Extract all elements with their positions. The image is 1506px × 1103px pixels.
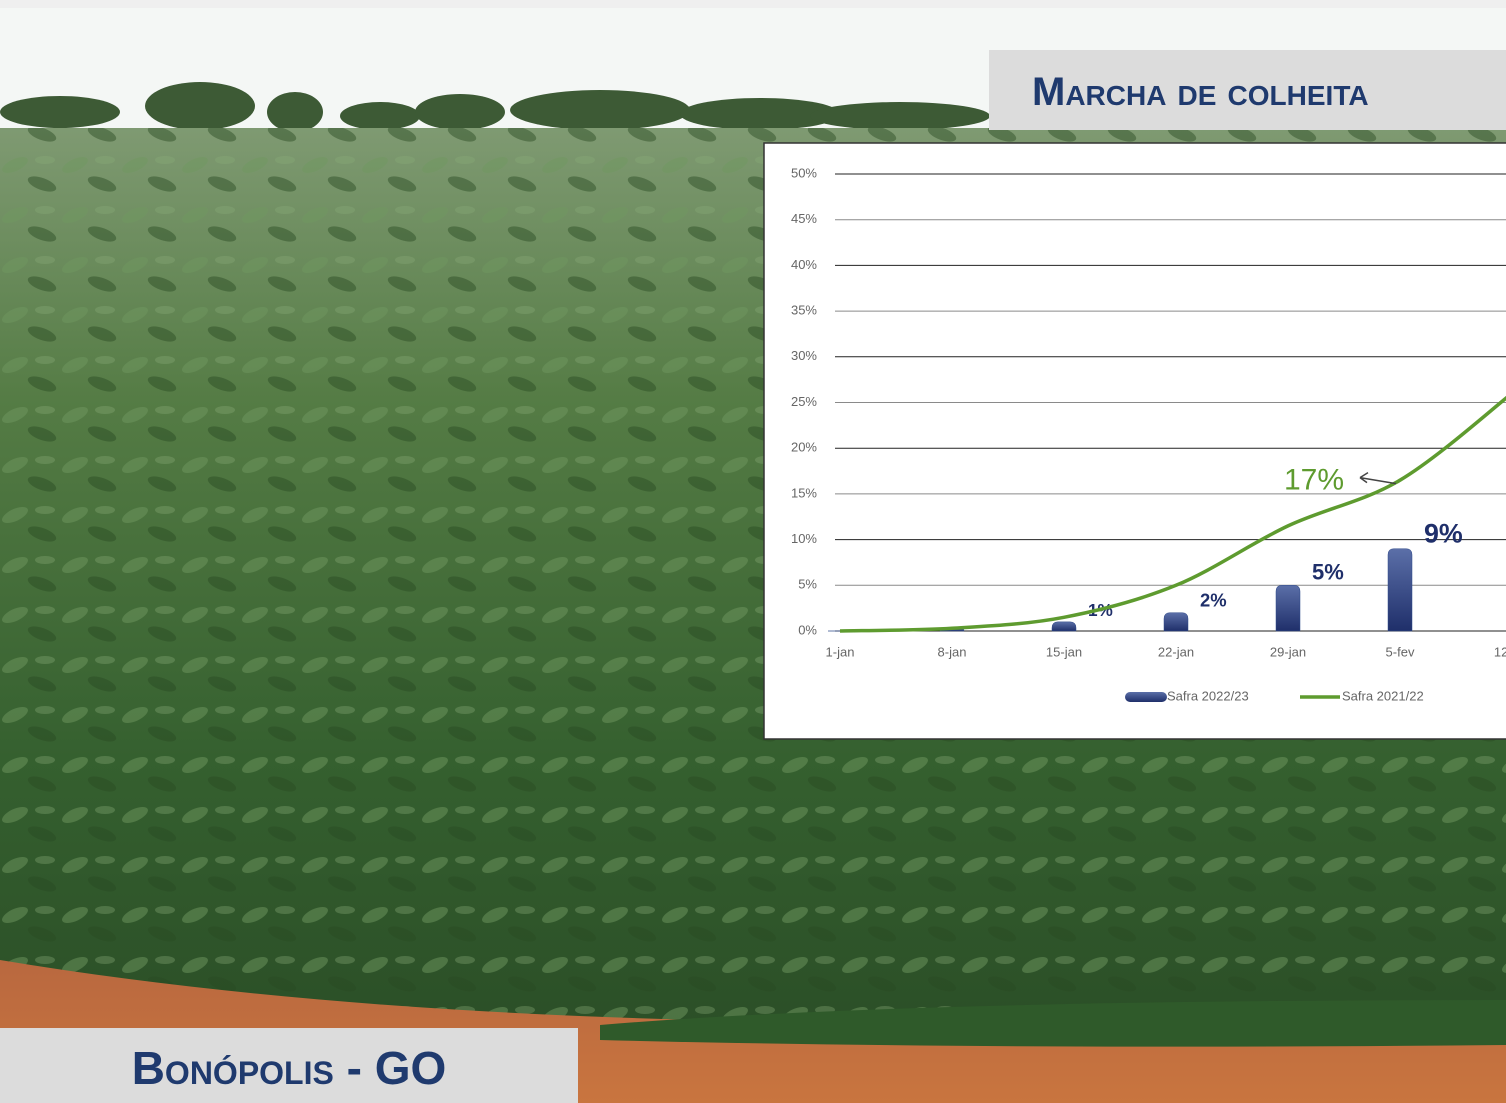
bar xyxy=(1275,585,1301,632)
location: Bonópolis - GO xyxy=(132,1042,447,1094)
y-tick-label: 25% xyxy=(791,394,817,409)
top-strip xyxy=(0,0,1506,8)
x-tick-label: 1-jan xyxy=(826,644,855,659)
chart: 0% 5% 10% 15% 20% 25% 30% 35% 40% 45% 50% 1-jan 8-ja… xyxy=(791,165,1506,703)
x-tick-label: 22-jan xyxy=(1158,644,1194,659)
y-tick-label: 35% xyxy=(791,303,817,318)
annotation-arrow xyxy=(1359,471,1397,485)
y-tick-label: 40% xyxy=(791,257,817,272)
y-tick-label: 10% xyxy=(791,531,817,546)
bar-label: 9% xyxy=(1424,519,1463,549)
location-box xyxy=(0,1028,578,1103)
legend-label: Safra 2021/22 xyxy=(1342,688,1424,703)
y-tick-label: 50% xyxy=(791,165,817,180)
title: Marcha de colheita xyxy=(1032,70,1369,114)
bar xyxy=(1387,548,1413,632)
x-tick-label: 29-jan xyxy=(1270,644,1306,659)
y-tick-label: 5% xyxy=(798,577,817,592)
x-tick-label: 5-fev xyxy=(1386,644,1415,659)
x-tick-label: 12-fev xyxy=(1494,644,1506,659)
line xyxy=(839,395,1506,633)
plants-front xyxy=(600,1000,1506,1047)
title-box xyxy=(989,50,1506,130)
legend-label: Safra 2022/23 xyxy=(1167,688,1249,703)
y-tick-label: 15% xyxy=(791,485,817,500)
x-tick-label: 8-jan xyxy=(938,644,967,659)
bar xyxy=(1051,621,1077,632)
tree-line xyxy=(0,82,990,132)
y-tick-label: 45% xyxy=(791,211,817,226)
bar-label: 5% xyxy=(1312,559,1344,584)
y-tick-label: 30% xyxy=(791,348,817,363)
y-tick-label: 0% xyxy=(798,622,817,637)
bar xyxy=(1163,612,1189,632)
bar-label: 2% xyxy=(1200,590,1227,611)
y-tick-label: 20% xyxy=(791,440,817,455)
legend-swatch xyxy=(1125,692,1167,702)
chart-panel xyxy=(763,142,1506,740)
annotation: 17% xyxy=(1284,464,1344,497)
x-tick-label: 15-jan xyxy=(1046,644,1082,659)
